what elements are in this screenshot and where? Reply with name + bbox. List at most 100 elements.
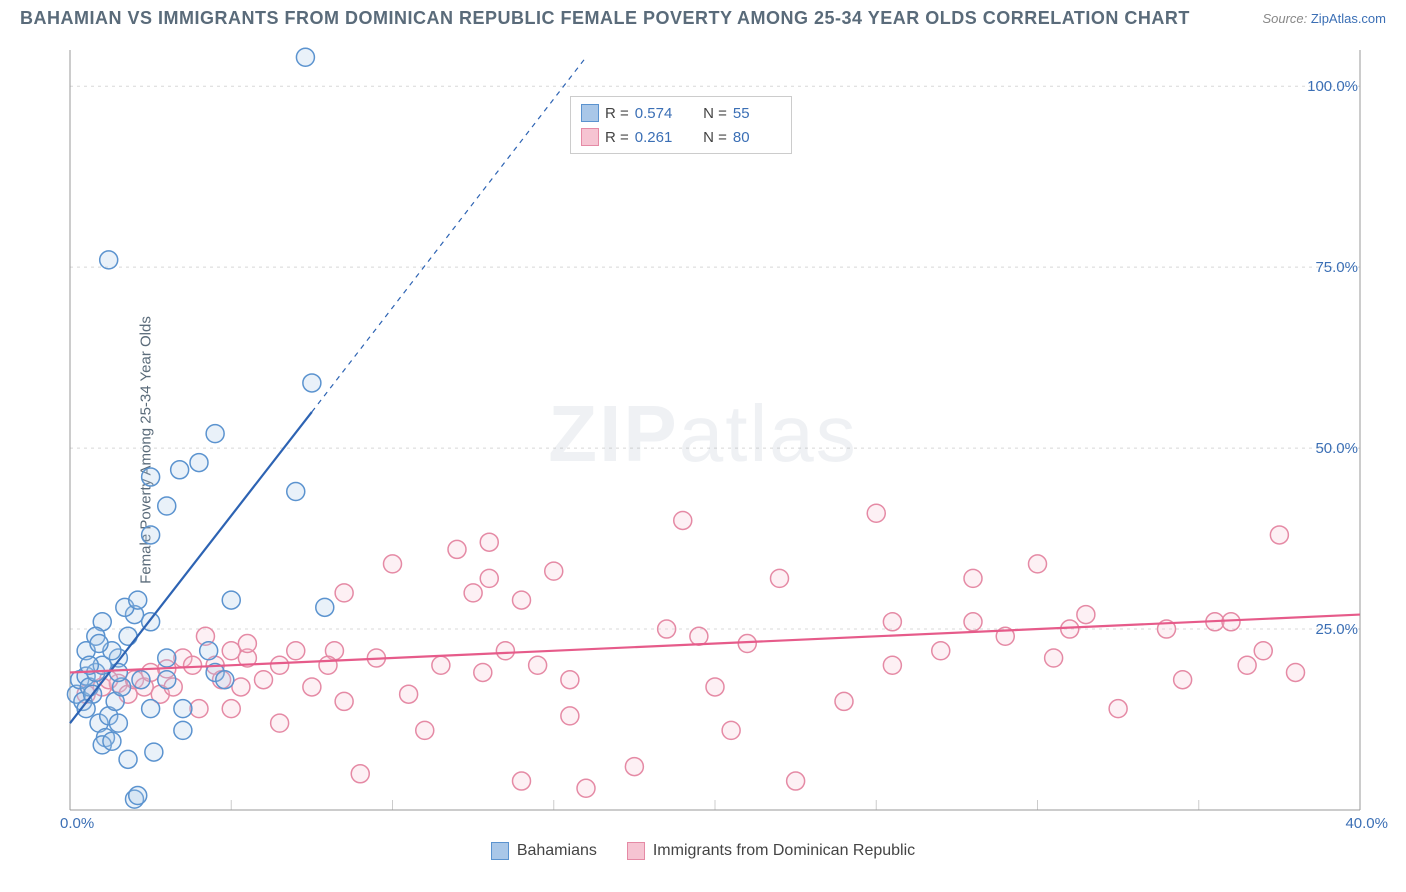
data-point (184, 656, 202, 674)
source-attribution: Source: ZipAtlas.com (1262, 11, 1386, 26)
data-point (964, 569, 982, 587)
data-point (1287, 663, 1305, 681)
x-axis-max-label: 40.0% (1345, 815, 1388, 832)
chart-title: BAHAMIAN VS IMMIGRANTS FROM DOMINICAN RE… (20, 8, 1190, 29)
data-point (448, 540, 466, 558)
data-point (100, 251, 118, 269)
data-point (513, 591, 531, 609)
legend-item-bahamians: Bahamians (491, 842, 597, 860)
data-point (190, 454, 208, 472)
data-point (400, 685, 418, 703)
data-point (129, 787, 147, 805)
data-point (142, 700, 160, 718)
legend-swatch-dominican (627, 842, 645, 860)
data-point (474, 663, 492, 681)
data-point (867, 504, 885, 522)
data-point (464, 584, 482, 602)
data-point (738, 635, 756, 653)
trend-line (70, 615, 1360, 673)
data-point (384, 555, 402, 573)
data-point (351, 765, 369, 783)
data-point (625, 758, 643, 776)
data-point (932, 642, 950, 660)
stats-row-bahamians: R = 0.574 N = 55 (581, 101, 781, 125)
data-point (690, 627, 708, 645)
legend-swatch-bahamians (491, 842, 509, 860)
chart-container: Female Poverty Among 25-34 Year Olds 25.… (0, 40, 1406, 860)
data-point (296, 48, 314, 66)
data-point (480, 533, 498, 551)
data-point (200, 642, 218, 660)
data-point (90, 635, 108, 653)
data-point (835, 692, 853, 710)
data-point (158, 671, 176, 689)
data-point (964, 613, 982, 631)
data-point (1222, 613, 1240, 631)
data-point (658, 620, 676, 638)
data-point (1174, 671, 1192, 689)
data-point (787, 772, 805, 790)
data-point (129, 591, 147, 609)
data-point (238, 635, 256, 653)
data-point (722, 721, 740, 739)
svg-text:100.0%: 100.0% (1307, 78, 1358, 95)
series-legend: Bahamians Immigrants from Dominican Repu… (0, 842, 1406, 860)
x-axis-min-label: 0.0% (60, 815, 94, 832)
data-point (232, 678, 250, 696)
swatch-dominican (581, 128, 599, 146)
data-point (216, 671, 234, 689)
data-point (561, 671, 579, 689)
data-point (190, 700, 208, 718)
swatch-bahamians (581, 104, 599, 122)
data-point (561, 707, 579, 725)
data-point (335, 584, 353, 602)
data-point (271, 656, 289, 674)
data-point (109, 714, 127, 732)
data-point (529, 656, 547, 674)
data-point (145, 743, 163, 761)
legend-item-dominican: Immigrants from Dominican Republic (627, 842, 915, 860)
data-point (883, 656, 901, 674)
stats-legend: R = 0.574 N = 55 R = 0.261 N = 80 (570, 96, 792, 154)
source-link[interactable]: ZipAtlas.com (1311, 11, 1386, 26)
data-point (103, 732, 121, 750)
data-point (287, 642, 305, 660)
data-point (1061, 620, 1079, 638)
data-point (480, 569, 498, 587)
data-point (545, 562, 563, 580)
data-point (142, 468, 160, 486)
data-point (303, 678, 321, 696)
data-point (158, 497, 176, 515)
data-point (319, 656, 337, 674)
data-point (883, 613, 901, 631)
svg-text:75.0%: 75.0% (1315, 259, 1358, 276)
data-point (255, 671, 273, 689)
data-point (316, 598, 334, 616)
data-point (1045, 649, 1063, 667)
svg-text:25.0%: 25.0% (1315, 621, 1358, 638)
stats-row-dominican: R = 0.261 N = 80 (581, 125, 781, 149)
data-point (287, 483, 305, 501)
data-point (109, 663, 127, 681)
data-point (171, 461, 189, 479)
data-point (222, 642, 240, 660)
trend-line-extension (312, 57, 586, 412)
scatter-chart: 25.0%50.0%75.0%100.0% (50, 40, 1390, 830)
data-point (174, 721, 192, 739)
data-point (303, 374, 321, 392)
data-point (577, 779, 595, 797)
data-point (222, 591, 240, 609)
data-point (119, 750, 137, 768)
data-point (158, 649, 176, 667)
data-point (1109, 700, 1127, 718)
data-point (1029, 555, 1047, 573)
data-point (706, 678, 724, 696)
data-point (142, 526, 160, 544)
data-point (1238, 656, 1256, 674)
data-point (335, 692, 353, 710)
data-point (174, 700, 192, 718)
data-point (432, 656, 450, 674)
data-point (513, 772, 531, 790)
data-point (206, 425, 224, 443)
data-point (119, 627, 137, 645)
